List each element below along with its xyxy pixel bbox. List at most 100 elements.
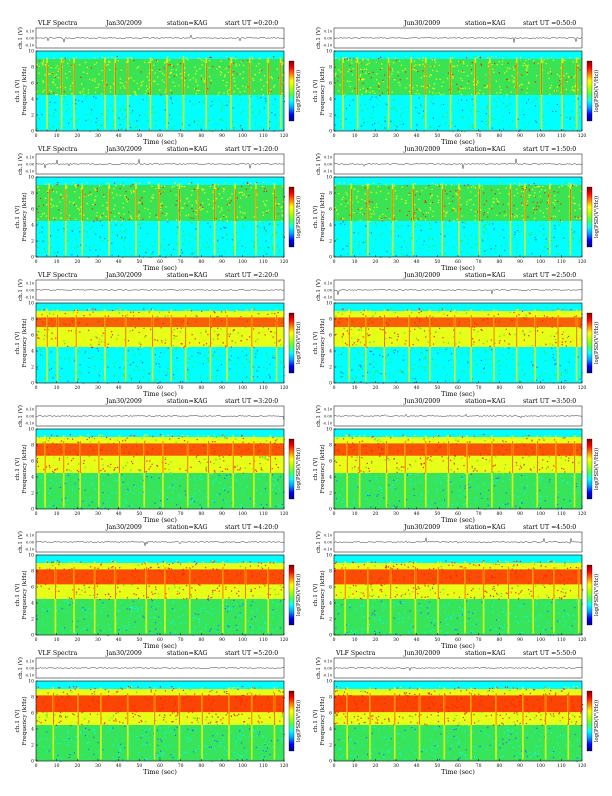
spectrogram-pixel [128,314,129,315]
spectrogram-pixel [188,379,189,380]
spectrogram-pixel [102,330,103,331]
spectrogram-pixel [533,99,534,100]
spectrogram-pixel [269,364,270,365]
spectrogram-pixel [268,357,269,358]
spectrogram-pixel [514,216,515,217]
spectrogram-pixel [39,119,40,120]
spectrogram-pixel [352,245,353,246]
spectrogram-pixel [85,194,86,195]
spectrogram-pixel [150,329,151,330]
spectrogram-pixel [389,213,390,214]
x-tick-label: 110 [557,259,566,265]
spectrogram-pixel [87,203,88,204]
spectrogram-pixel [430,197,431,198]
spectrogram-pixel [85,245,86,246]
spectrogram-pixel [439,233,440,234]
spectrogram-pixel [536,75,537,76]
spectrogram-pixel [578,119,579,120]
spectrogram-pixel [486,121,487,122]
spectrogram-pixel [133,106,134,107]
spectrogram-pixel [509,126,510,127]
spectrogram-pixel [420,252,421,253]
spectrogram-pixel [205,247,206,248]
spectrogram-pixel [111,212,112,213]
spectrogram-pixel [54,107,55,108]
spectrogram-pixel [485,254,486,255]
spectrogram-pixel [122,315,123,316]
spectrogram-pixel [114,328,115,329]
spectrogram-pixel [401,225,402,226]
spectrogram-pixel [185,251,186,252]
spectrogram-pixel [40,354,41,355]
spectrogram-pixel [124,231,125,232]
spectrogram-pixel [44,243,45,244]
spectrogram-pixel [535,211,536,212]
spectrogram-pixel [370,99,371,100]
spectrogram-pixel [264,204,265,205]
spectrogram-pixel [514,86,515,87]
x-tick-label: 70 [178,133,184,139]
spectrogram-pixel [385,217,386,218]
spectrogram-pixel [363,122,364,123]
spectrogram-pixel [79,64,80,65]
spectrogram-pixel [61,218,62,219]
spectrogram-pixel [55,331,56,332]
spectrogram-pixel [460,208,461,209]
spectrogram-pixel [36,199,37,200]
spectrogram-pixel [364,213,365,214]
spectrogram-pixel [415,64,416,65]
spectrogram-pixel [270,91,271,92]
spectrogram-pixel [138,66,139,67]
spectrogram-pixel [565,183,566,184]
spectrogram-pixel [157,217,158,218]
spectrogram-pixel [38,316,39,317]
spectrogram-pixel [143,99,144,100]
spectrogram-pixel [260,97,261,98]
spectrogram-pixel [448,73,449,74]
spectrogram-pixel [546,232,547,233]
x-axis-label: Time (sec) [143,138,177,146]
spectrogram-pixel [543,251,544,252]
spectrogram-pixel [160,204,161,205]
spectrogram-pixel [174,366,175,367]
spectrogram-pixel [245,348,246,349]
spectrogram-pixel [174,378,175,379]
spectrogram-pixel [405,56,406,57]
spectrogram-pixel [423,57,424,58]
spectrogram-pixel [199,350,200,351]
spectrogram-pixel [404,114,405,115]
spectrogram-pixel [94,188,95,189]
spectrogram-pixel [515,239,516,240]
spectrogram-pixel [72,377,73,378]
spectrogram-pixel [227,251,228,252]
spectrogram-pixel [529,64,530,65]
spectrogram-pixel [161,79,162,80]
spectrogram-pixel [125,109,126,110]
x-tick-label: 50 [434,259,440,265]
spectrogram-pixel [426,212,427,213]
spectrogram-pixel [219,371,220,372]
spectrogram-pixel [67,381,68,382]
spectrogram-pixel [257,207,258,208]
spectrogram-pixel [203,78,204,79]
spectrogram-pixel [123,207,124,208]
x-tick-label: 110 [259,259,268,265]
spectrogram-pixel [488,116,489,117]
spectrogram-pixel [192,103,193,104]
spectrogram-pixel [551,73,552,74]
spectrogram-pixel [561,210,562,211]
spectrogram-pixel [69,361,70,362]
spectrogram-pixel [535,241,536,242]
spectrogram-pixel [142,381,143,382]
spectrogram-pixel [78,235,79,236]
spectrogram-pixel [360,209,361,210]
spectrogram-pixel [390,359,391,360]
spectrogram-pixel [86,114,87,115]
spectrogram-pixel [108,64,109,65]
channel-axis-label: ch.1 (V) [17,27,24,49]
channel-tick-label: 0.10 [26,30,35,34]
spectrogram-pixel [89,246,90,247]
spectrogram-pixel [471,209,472,210]
spectrogram-pixel [162,352,163,353]
spectrogram-pixel [96,111,97,112]
